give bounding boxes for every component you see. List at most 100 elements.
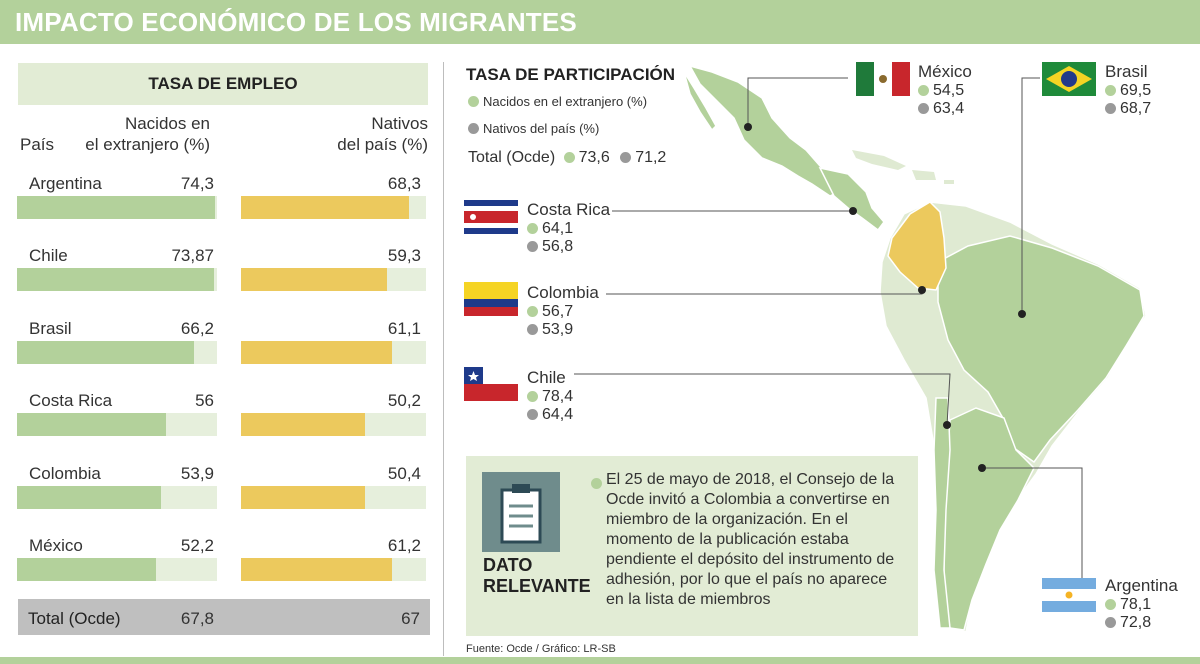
foreign-bar [17,413,167,437]
native-bar-track [241,196,426,219]
page-title: IMPACTO ECONÓMICO DE LOS MIGRANTES [15,7,577,37]
native-dot-icon [1105,103,1116,114]
total-foreign-dot-icon [563,152,575,163]
clipboard-icon [482,472,560,552]
flag-argentina-icon [1042,578,1096,612]
column-header-foreign: Nacidos en el extranjero (%) [72,113,210,155]
column-header-foreign-line2: el extranjero (%) [85,135,210,154]
column-header-country: País [20,135,55,154]
participation-country-name: Argentina [1105,576,1178,595]
native-bar [241,196,410,219]
participation-brasil: Brasil 69,5 68,7 [1105,62,1151,118]
native-dot-icon [527,324,538,335]
map-mexico [688,64,844,197]
column-header-foreign-line1: Nacidos en [124,114,210,133]
participation-total-native: 71,2 [635,149,667,166]
foreign-bar [17,268,214,292]
participation-total-foreign: 73,6 [578,149,610,166]
native-bar [241,268,388,292]
participation-foreign-number: 78,1 [1120,596,1152,613]
employment-country-label: México [29,536,83,555]
flag-colombia-icon [464,282,518,316]
native-bar-track [241,413,426,437]
native-dot-icon [918,103,929,114]
total-foreign-value: 67,8 [180,609,214,628]
column-header-native-line2: del país (%) [337,135,428,154]
foreign-dot-icon [1105,85,1116,96]
participation-foreign-number: 78,4 [542,388,574,405]
source-note: Fuente: Ocde / Gráfico: LR-SB [466,643,616,655]
participation-foreign-value: 54,5 [918,82,972,100]
participation-argentina: Argentina 78,1 72,8 [1105,576,1178,632]
map-colombia [887,201,947,291]
foreign-dot-icon [527,223,538,234]
map-puerto-rico [944,180,954,184]
dato-bullet-icon [591,475,606,493]
employment-native-value: 61,2 [387,536,421,555]
foreign-bar-track [17,340,217,364]
employment-foreign-value: 73,87 [171,246,214,266]
map-cuba [852,150,906,170]
participation-foreign-value: 78,4 [527,388,573,406]
native-bar [241,413,365,437]
employment-native-value: 68,3 [387,174,421,193]
participation-foreign-value: 56,7 [527,303,599,321]
foreign-bar-track [17,196,217,219]
participation-country-name: Chile [527,368,566,387]
participation-native-number: 72,8 [1120,614,1152,631]
foreign-bar [17,485,161,509]
foreign-dot-icon [527,391,538,402]
employment-foreign-value: 74,3 [180,174,214,193]
dato-title: DATO RELEVANTE [483,555,593,597]
map-central-america [818,166,885,232]
foreign-bar-track [17,413,217,437]
bottom-band [0,657,1200,664]
employment-native-value: 59,3 [387,246,421,266]
participation-native-value: 63,4 [918,100,972,118]
participation-native-number: 68,7 [1120,100,1152,117]
participation-title: TASA DE PARTICIPACIÓN [466,65,676,84]
participation-foreign-value: 78,1 [1105,596,1178,614]
map-chile [933,397,951,629]
participation-foreign-number: 69,5 [1120,82,1152,99]
total-label: Total (Ocde) [28,609,121,628]
map-baja [683,71,717,132]
participation-chile: Chile 78,4 64,4 [527,368,573,424]
native-bar-track [241,558,426,581]
legend-native-label: Nativos del país (%) [483,121,600,136]
foreign-dot-icon [527,306,538,317]
map-brasil [937,235,1145,464]
participation-native-number: 64,4 [542,406,574,423]
participation-native-number: 53,9 [542,321,574,338]
foreign-bar-track [17,558,217,581]
foreign-dot-icon [1105,599,1116,610]
column-header-native-line1: Nativos [371,114,428,133]
employment-title: TASA DE EMPLEO [148,74,298,93]
native-bar [241,485,366,509]
dato-text: El 25 de mayo de 2018, el Consejo de la … [606,471,895,608]
employment-foreign-value: 52,2 [180,536,214,555]
participation-foreign-value: 69,5 [1105,82,1151,100]
employment-country-label: Chile [29,246,68,266]
participation-country-name: Colombia [527,283,599,302]
participation-foreign-number: 64,1 [542,220,574,237]
employment-title-band [18,63,428,105]
legend-foreign-dot-icon [468,96,479,107]
foreign-bar [17,196,216,219]
participation-country-name: Brasil [1105,62,1148,81]
participation-foreign-value: 64,1 [527,220,610,238]
participation-native-number: 56,8 [542,238,574,255]
foreign-bar-track [17,485,217,509]
legend-foreign-label: Nacidos en el extranjero (%) [483,94,648,109]
participation-native-value: 64,4 [527,406,573,424]
native-bar-track [241,340,426,364]
total-native-dot-icon [620,152,632,163]
foreign-bar-track [17,268,217,292]
flag-brasil-icon [1042,62,1096,96]
header-band [0,0,1200,44]
legend-foreign: Nacidos en el extranjero (%) [468,94,647,109]
employment-native-value: 50,2 [387,391,421,411]
foreign-dot-icon [918,85,929,96]
native-bar [241,558,392,581]
